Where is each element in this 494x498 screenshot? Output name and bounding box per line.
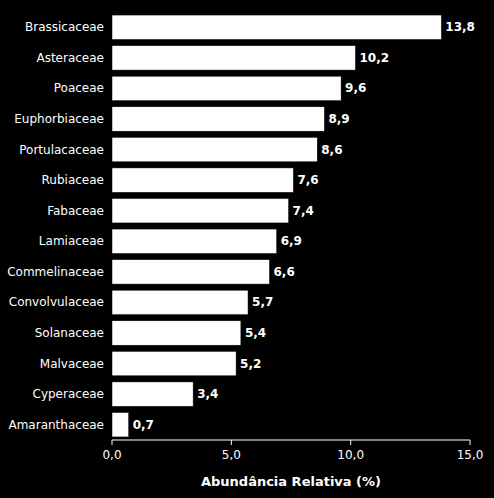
bar bbox=[112, 107, 324, 131]
category-label: Malvaceae bbox=[40, 357, 104, 371]
category-label: Commelinaceae bbox=[7, 265, 104, 279]
y-axis: Brassicaceae Asteraceae Poaceae Euphorbiace… bbox=[7, 20, 104, 431]
data-label: 8,9 bbox=[328, 112, 349, 126]
data-label: 5,7 bbox=[252, 295, 273, 309]
bar bbox=[112, 229, 277, 253]
bars bbox=[112, 15, 441, 437]
category-label: Poaceae bbox=[54, 81, 104, 95]
category-label: Cyperaceae bbox=[33, 387, 104, 401]
x-axis-line bbox=[112, 440, 470, 441]
category-label: Solanaceae bbox=[35, 326, 104, 340]
bar bbox=[112, 137, 317, 161]
data-label: 7,6 bbox=[297, 173, 318, 187]
bar bbox=[112, 168, 293, 192]
category-label: Rubiaceae bbox=[42, 173, 104, 187]
category-label: Fabaceae bbox=[47, 204, 104, 218]
category-label: Asteraceae bbox=[36, 51, 104, 65]
bar bbox=[112, 290, 248, 314]
data-label: 0,7 bbox=[133, 418, 154, 432]
x-tick bbox=[350, 440, 351, 445]
data-labels: 13,8 10,2 9,6 8,9 8,6 7,6 7,4 6,9 6,6 5,7 5,4 5,2 3,… bbox=[133, 20, 475, 431]
x-tick bbox=[112, 440, 113, 445]
x-tick bbox=[470, 440, 471, 445]
category-label: Brassicaceae bbox=[25, 20, 104, 34]
category-label: Amaranthaceae bbox=[8, 418, 104, 432]
category-label: Portulacaceae bbox=[19, 143, 104, 157]
data-label: 9,6 bbox=[345, 81, 366, 95]
data-label: 8,6 bbox=[321, 143, 342, 157]
background bbox=[0, 0, 494, 498]
category-label: Lamiaceae bbox=[39, 234, 104, 248]
data-label: 3,4 bbox=[197, 387, 218, 401]
data-label: 10,2 bbox=[359, 51, 389, 65]
category-label: Convolvulaceae bbox=[9, 295, 104, 309]
bar bbox=[112, 46, 355, 70]
x-tick bbox=[231, 440, 232, 445]
category-label: Euphorbiaceae bbox=[14, 112, 104, 126]
data-label: 5,2 bbox=[240, 357, 261, 371]
data-label: 6,6 bbox=[274, 265, 295, 279]
x-tick-label: 0,0 bbox=[102, 448, 121, 462]
bar bbox=[112, 198, 289, 222]
chart-container: 13,8 10,2 9,6 8,9 8,6 7,6 7,4 6,9 6,6 5,7 5,4 5,2 3,… bbox=[0, 0, 494, 498]
x-tick-label: 10,0 bbox=[337, 448, 364, 462]
bar bbox=[112, 260, 270, 284]
bar bbox=[112, 382, 193, 406]
bar bbox=[112, 351, 236, 375]
bar bbox=[112, 321, 241, 345]
x-tick-label: 15,0 bbox=[457, 448, 484, 462]
bar bbox=[112, 76, 341, 100]
data-label: 6,9 bbox=[281, 234, 302, 248]
bar bbox=[112, 15, 441, 39]
data-label: 5,4 bbox=[245, 326, 266, 340]
x-axis: 0,0 5,0 10,0 15,0 bbox=[102, 440, 483, 462]
data-label: 7,4 bbox=[293, 204, 314, 218]
bar bbox=[112, 412, 129, 436]
x-axis-label: Abundância Relativa (%) bbox=[201, 474, 381, 489]
chart: 13,8 10,2 9,6 8,9 8,6 7,6 7,4 6,9 6,6 5,7 5,4 5,2 3,… bbox=[0, 0, 494, 498]
data-label: 13,8 bbox=[445, 20, 475, 34]
x-tick-label: 5,0 bbox=[222, 448, 241, 462]
